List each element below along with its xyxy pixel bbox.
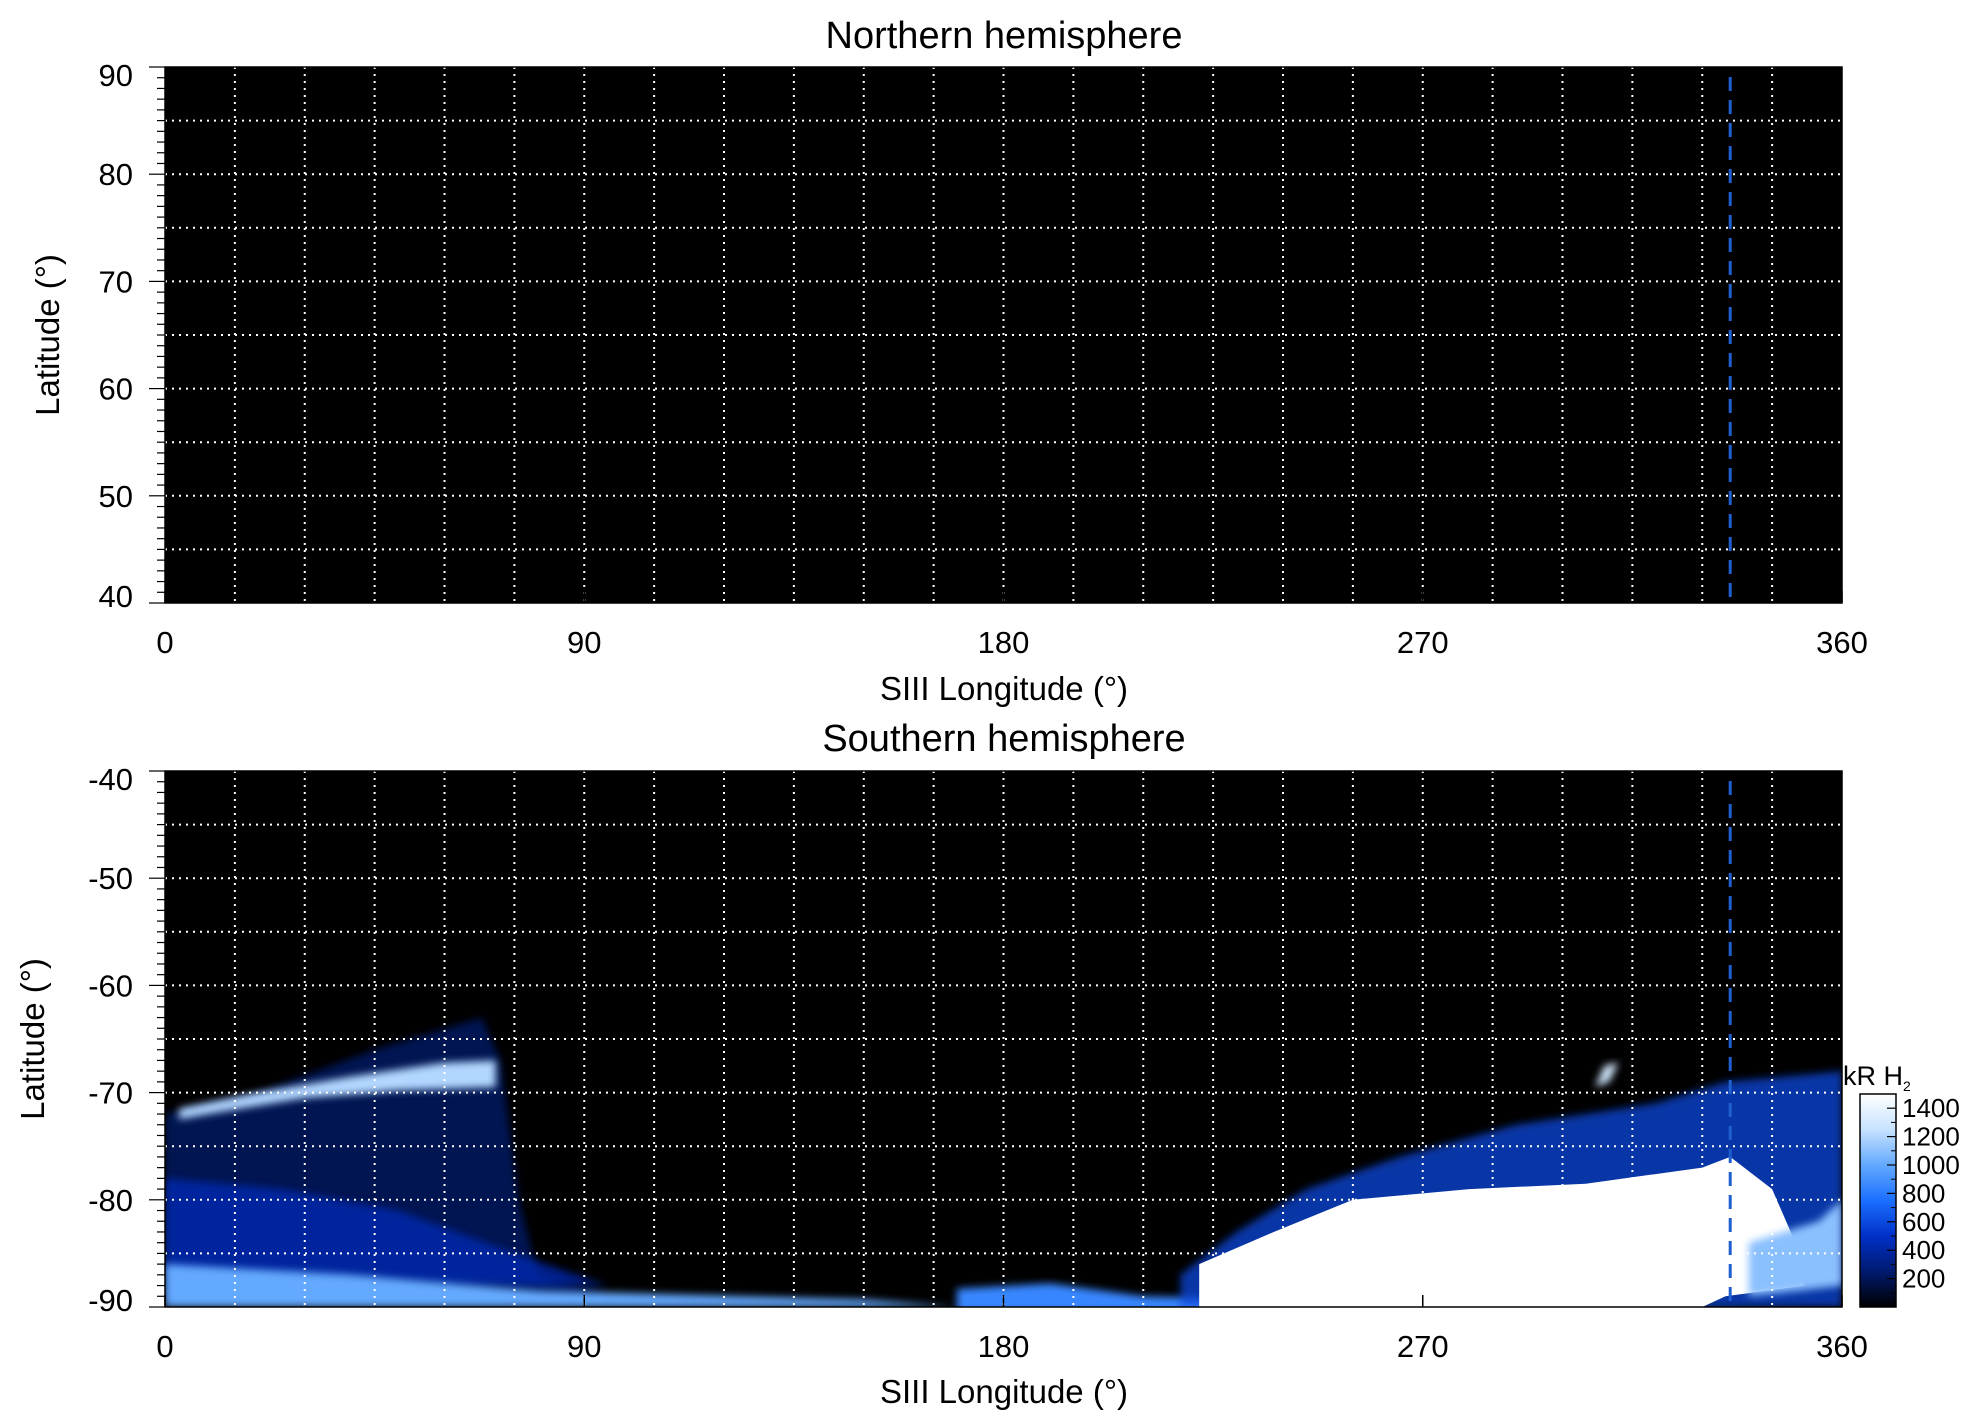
colorbar-tick-label: 200 — [1902, 1264, 1945, 1294]
y-tick-label: 80 — [99, 157, 133, 192]
y-axis-label: Latitude (°) — [29, 254, 66, 416]
tick-layer: 0 90 180 270 360 -90 -80 -70 -60 -50 -40 — [88, 762, 1868, 1364]
emission-layer — [165, 1017, 1842, 1307]
southern-hemisphere-panel: Southern hemisphere 0 90 180 270 360 -90 -80 -7… — [14, 718, 1868, 1410]
colorbar-label-text: kR H — [1843, 1061, 1903, 1091]
y-tick-label: -40 — [88, 762, 133, 797]
x-tick-label: 0 — [156, 1329, 173, 1364]
x-tick-label: 0 — [156, 625, 173, 660]
y-tick-label: 50 — [99, 479, 133, 514]
emission-region-arc-2 — [179, 1060, 496, 1120]
emission-region-arc-3 — [165, 1264, 957, 1307]
x-tick-label: 270 — [1397, 1329, 1449, 1364]
y-tick-label: -50 — [88, 861, 133, 896]
y-tick-label: -70 — [88, 1076, 133, 1111]
x-axis-label: SIII Longitude (°) — [880, 670, 1128, 707]
y-tick-label: 60 — [99, 372, 133, 407]
x-tick-label: 90 — [567, 625, 601, 660]
emission-region-diffuse-1 — [165, 1178, 608, 1286]
y-tick-label: 40 — [99, 579, 133, 614]
y-tick-label: 90 — [99, 58, 133, 93]
x-tick-label: 270 — [1397, 625, 1449, 660]
colorbar-label-subscript: 2 — [1903, 1078, 1911, 1094]
y-tick-label: -60 — [88, 968, 133, 1003]
emission-region-patch-8 — [1748, 1199, 1842, 1297]
emission-region-spot-7 — [1595, 1062, 1619, 1088]
y-tick-label: 70 — [99, 264, 133, 299]
colorbar-tick-label: 800 — [1902, 1178, 1945, 1208]
x-tick-label: 90 — [567, 1329, 601, 1364]
panel-title: Southern hemisphere — [822, 718, 1185, 760]
colorbar-tick-label: 1200 — [1902, 1122, 1960, 1152]
colorbar-scale — [1859, 1093, 1897, 1308]
y-axis-label: Latitude (°) — [14, 958, 51, 1120]
colorbar-tick-label: 600 — [1902, 1207, 1945, 1237]
grid-layer — [165, 67, 1842, 603]
tick-layer: 0 90 180 270 360 40 50 60 70 80 90 — [99, 58, 1868, 660]
colorbar-label: kR H2 — [1843, 1061, 1911, 1094]
x-tick-label: 360 — [1816, 625, 1868, 660]
panel-title: Northern hemisphere — [826, 15, 1183, 57]
colorbar-tick-label: 1000 — [1902, 1150, 1960, 1180]
grid-layer — [165, 771, 1842, 1307]
northern-hemisphere-panel: Northern hemisphere 0 90 180 270 360 40 50 60 70… — [29, 15, 1868, 707]
x-axis-label: SIII Longitude (°) — [880, 1373, 1128, 1410]
emission-region-arc-4 — [956, 1283, 1608, 1307]
emission-region-bright-6 — [1199, 1156, 1805, 1307]
colorbar-tick-label: 400 — [1902, 1235, 1945, 1265]
x-tick-label: 360 — [1816, 1329, 1868, 1364]
x-tick-label: 180 — [978, 625, 1030, 660]
x-tick-label: 180 — [978, 1329, 1030, 1364]
colorbar-tick-label: 1400 — [1902, 1093, 1960, 1123]
y-tick-label: -80 — [88, 1183, 133, 1218]
y-tick-label: -90 — [88, 1283, 133, 1318]
